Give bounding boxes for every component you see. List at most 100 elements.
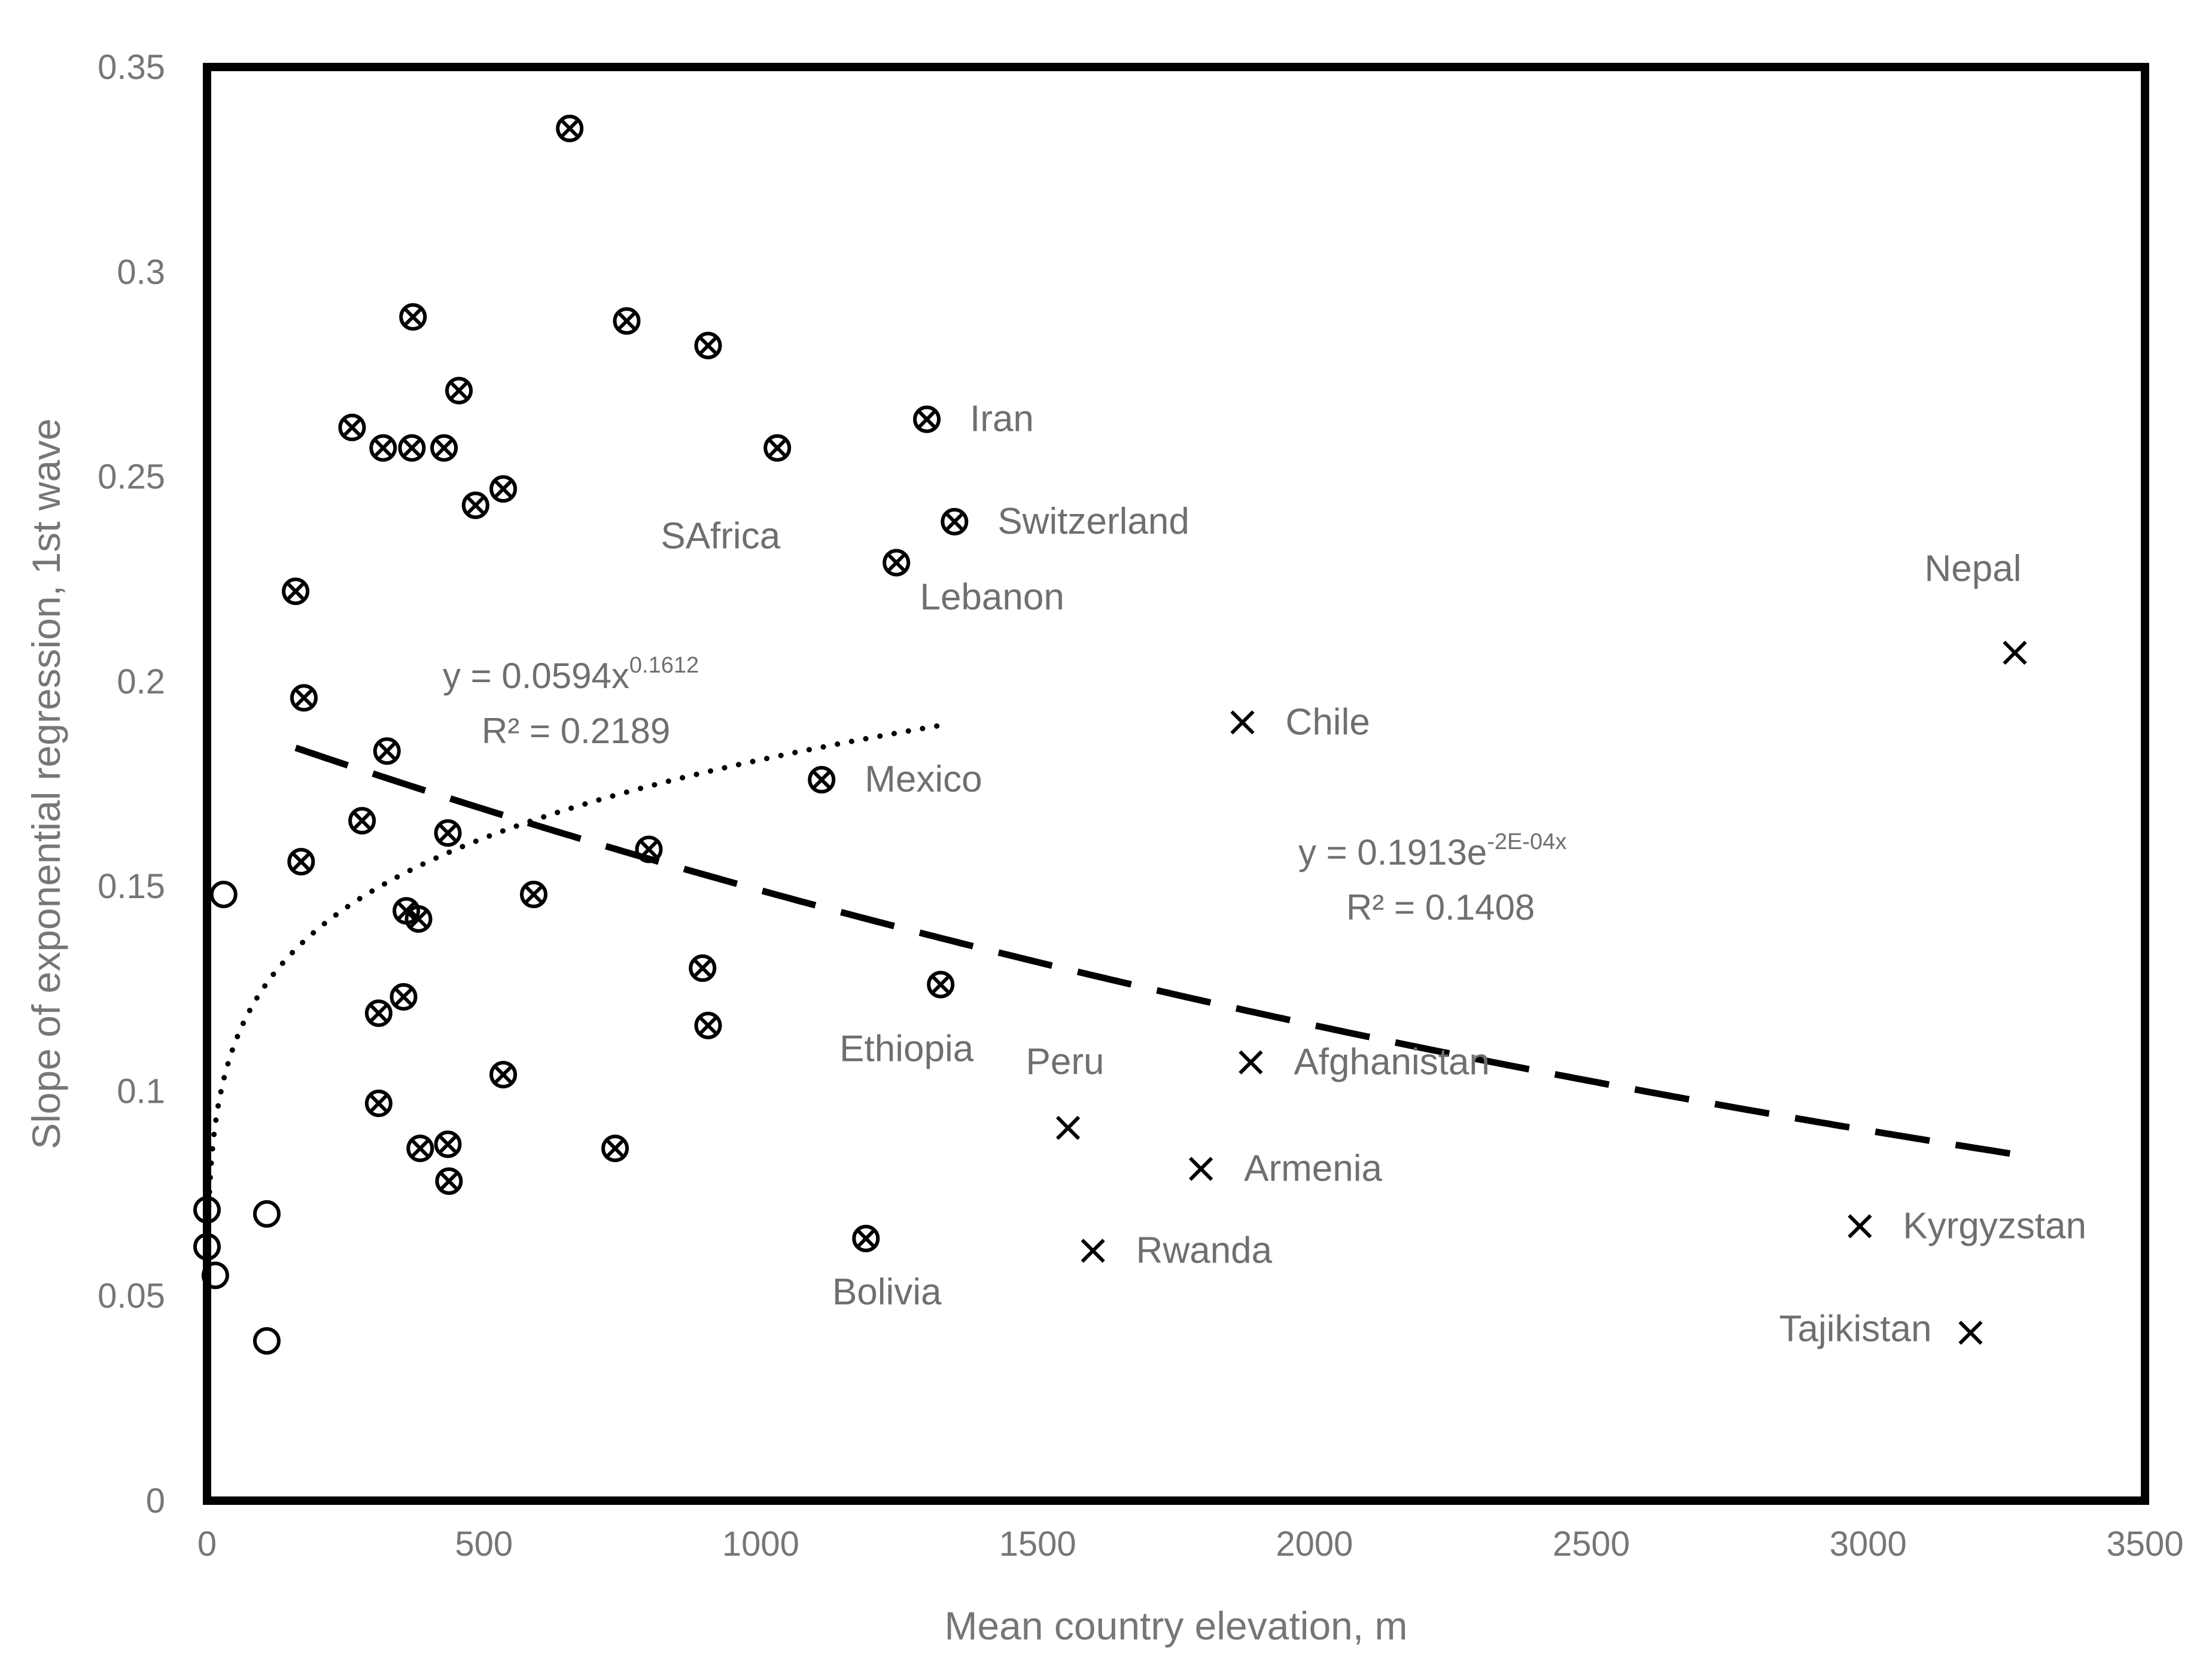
point-cross: [769, 439, 786, 457]
point-circle: [941, 507, 969, 536]
point-label-kyrgyzstan: Kyrgyzstan: [1903, 1205, 2086, 1246]
y-axis-title: Slope of exponential regression, 1st wav…: [24, 418, 68, 1149]
data-point: [852, 1224, 880, 1252]
point-cross: [370, 1094, 388, 1112]
point-label-iran: Iran: [970, 399, 1034, 440]
data-point: [913, 405, 941, 433]
data-point: [434, 819, 462, 847]
data-point: [434, 1130, 462, 1158]
point-circle: [635, 835, 663, 863]
data-point: [252, 1200, 281, 1228]
point-cross: [699, 1017, 717, 1035]
data-point: [2003, 640, 2027, 665]
point-cross: [494, 1066, 512, 1084]
point-circle: [282, 577, 310, 606]
point-labels: SAfrica Mexico Bolivia Lebanon Iran Ethiopia S…: [661, 399, 2086, 1350]
data-point: [364, 999, 392, 1027]
point-cross: [395, 988, 412, 1006]
y-tick-label: 0.2: [117, 662, 165, 701]
point-circle: [209, 880, 238, 908]
point-cross: [1958, 1321, 1983, 1345]
data-points: [193, 114, 2027, 1355]
data-point: [520, 880, 548, 908]
point-label-bolivia: Bolivia: [832, 1271, 942, 1313]
data-point: [435, 1167, 463, 1196]
point-circle: [398, 434, 426, 462]
point-circle: [404, 905, 433, 933]
point-label-ethiopia: Ethiopia: [839, 1028, 974, 1069]
y-tick-label: 0.25: [98, 458, 165, 497]
data-point: [364, 1089, 392, 1117]
x-tick-label: 2500: [1553, 1525, 1630, 1563]
point-label-peru: Peru: [1026, 1041, 1105, 1082]
data-point: [601, 1134, 629, 1163]
data-point: [1958, 1321, 1983, 1345]
equation-base: y = 0.0594x: [443, 656, 629, 696]
point-cross: [606, 1140, 624, 1157]
data-point: [941, 507, 969, 536]
point-cross: [370, 1005, 388, 1022]
point-circle: [927, 971, 955, 999]
point-cross: [813, 771, 830, 789]
point-cross: [343, 419, 361, 436]
point-cross: [1081, 1239, 1105, 1263]
data-point: [445, 376, 473, 404]
data-point: [694, 331, 722, 360]
y-tick-label: 0: [146, 1482, 165, 1520]
point-circle: [252, 1327, 281, 1355]
data-point: [209, 880, 238, 908]
data-point: [461, 491, 489, 519]
point-cross: [410, 910, 427, 928]
point-label-mexico: Mexico: [865, 759, 982, 800]
point-circle: [489, 1061, 518, 1089]
data-point: [193, 1233, 221, 1261]
point-cross: [398, 902, 415, 920]
point-label-tajikistan: Tajikistan: [1779, 1308, 1931, 1349]
power-r-squared: R² = 0.2189: [482, 711, 670, 751]
equation-exponent: -2E-04x: [1487, 829, 1566, 854]
point-circle: [193, 1196, 221, 1224]
data-point: [290, 684, 318, 712]
point-cross: [494, 480, 512, 498]
axis-ticks: 0 500 1000 1500 2000 2500 3000 3500 0 0.05 0.1 0.15…: [98, 48, 2183, 1563]
y-tick-label: 0.35: [98, 48, 165, 87]
point-circle: [373, 737, 401, 765]
y-tick-label: 0.1: [117, 1072, 165, 1111]
point-cross: [375, 439, 392, 457]
point-cross: [467, 497, 484, 514]
point-label-lebanon: Lebanon: [920, 576, 1064, 617]
data-point: [635, 835, 663, 863]
point-circle: [852, 1224, 880, 1252]
point-cross: [1189, 1157, 1213, 1181]
point-circle: [338, 413, 366, 442]
equation-exponent: 0.1612: [629, 653, 699, 678]
data-point: [398, 434, 426, 462]
trendline-equations: y = 0.0594x0.1612 R² = 0.2189 y = 0.1913e-…: [443, 653, 1566, 927]
point-cross: [440, 1172, 458, 1190]
data-point: [348, 807, 376, 835]
point-cross: [403, 439, 421, 457]
point-circle: [808, 766, 836, 794]
point-circle: [689, 954, 717, 982]
data-point: [430, 434, 458, 462]
point-cross: [1230, 710, 1255, 735]
data-point: [1230, 710, 1255, 735]
point-cross: [412, 1140, 429, 1157]
point-cross: [1848, 1214, 1872, 1239]
data-point: [399, 303, 427, 331]
point-circle: [252, 1200, 281, 1228]
point-circle: [434, 819, 462, 847]
data-point: [369, 434, 397, 462]
power-trendline: [204, 721, 952, 1353]
x-tick-label: 3000: [1830, 1525, 1907, 1563]
x-tick-label: 2000: [1276, 1525, 1353, 1563]
data-point: [1239, 1050, 1263, 1075]
data-point: [1081, 1239, 1105, 1263]
point-cross: [946, 513, 963, 530]
exponential-equation: y = 0.1913e-2E-04x: [1298, 829, 1566, 872]
plot-area-frame: [203, 63, 2149, 1505]
x-axis-title: Mean country elevation, m: [944, 1604, 1407, 1648]
point-circle: [520, 880, 548, 908]
